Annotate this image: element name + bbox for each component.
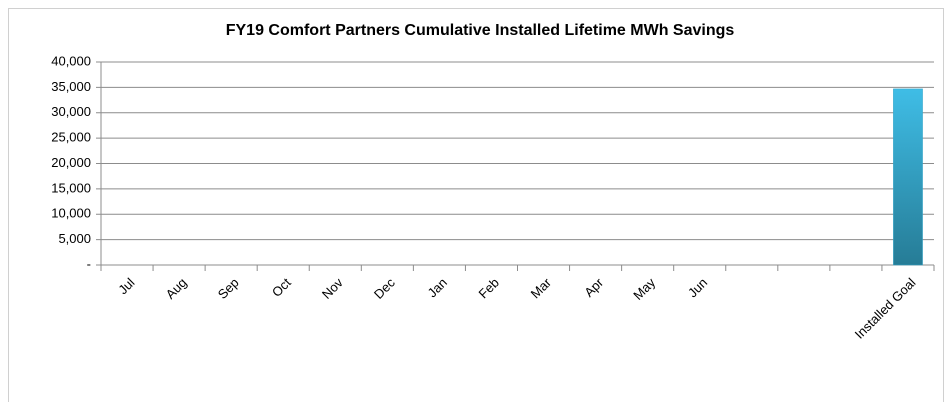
y-tick-label: 35,000: [51, 79, 91, 94]
y-tick-label: 10,000: [51, 206, 91, 221]
y-tick-label: 40,000: [51, 53, 91, 68]
chart-frame: [8, 8, 944, 402]
y-tick-label: 15,000: [51, 180, 91, 195]
bar: [893, 88, 923, 266]
y-tick-label: 30,000: [51, 104, 91, 119]
y-tick-label: 25,000: [51, 130, 91, 145]
y-tick-label: 5,000: [58, 231, 91, 246]
y-tick-label: 20,000: [51, 155, 91, 170]
chart-title: FY19 Comfort Partners Cumulative Install…: [226, 22, 735, 39]
y-tick-label: -: [87, 256, 91, 271]
